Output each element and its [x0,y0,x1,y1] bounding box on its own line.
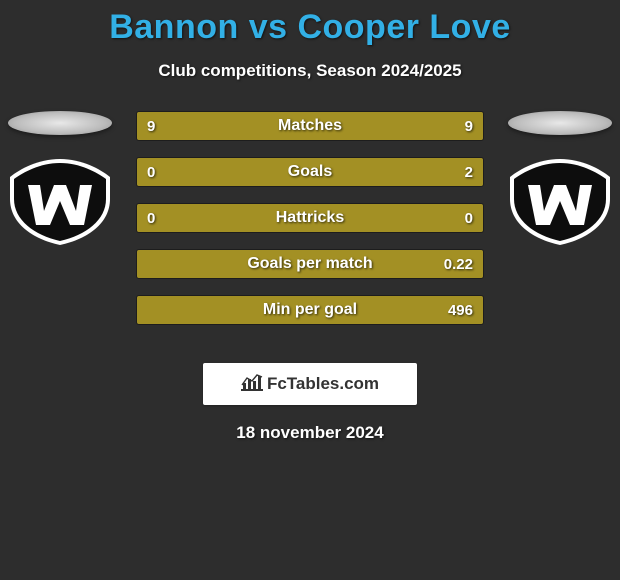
player-right-slot [500,111,620,245]
stat-bar-right-segment [137,296,483,324]
stat-bar: Goals per match0.22 [136,249,484,279]
brand-text: FcTables.com [267,374,379,394]
comparison-arena: Matches99 Goals02 Hattricks00 Goals per mat… [0,111,620,351]
halo-icon [8,111,112,135]
stat-bar-left-segment [137,112,310,140]
snapshot-date: 18 november 2024 [0,423,620,443]
stat-bar: Goals02 [136,157,484,187]
stat-bar-right-segment [310,204,483,232]
club-crest-left [10,159,110,245]
stat-bar: Matches99 [136,111,484,141]
comparison-title: Bannon vs Cooper Love [0,0,620,47]
stat-bar-right-segment [137,250,483,278]
comparison-subtitle: Club competitions, Season 2024/2025 [0,61,620,81]
chart-icon [241,373,263,396]
stat-bar: Min per goal496 [136,295,484,325]
player-left-slot [0,111,120,245]
stat-bars-container: Matches99 Goals02 Hattricks00 Goals per mat… [136,111,484,341]
brand-badge[interactable]: FcTables.com [203,363,417,405]
club-crest-right [510,159,610,245]
stat-bar-right-segment [137,158,483,186]
stat-bar-right-segment [310,112,483,140]
stat-bar: Hattricks00 [136,203,484,233]
halo-icon [508,111,612,135]
stat-bar-left-segment [137,204,310,232]
